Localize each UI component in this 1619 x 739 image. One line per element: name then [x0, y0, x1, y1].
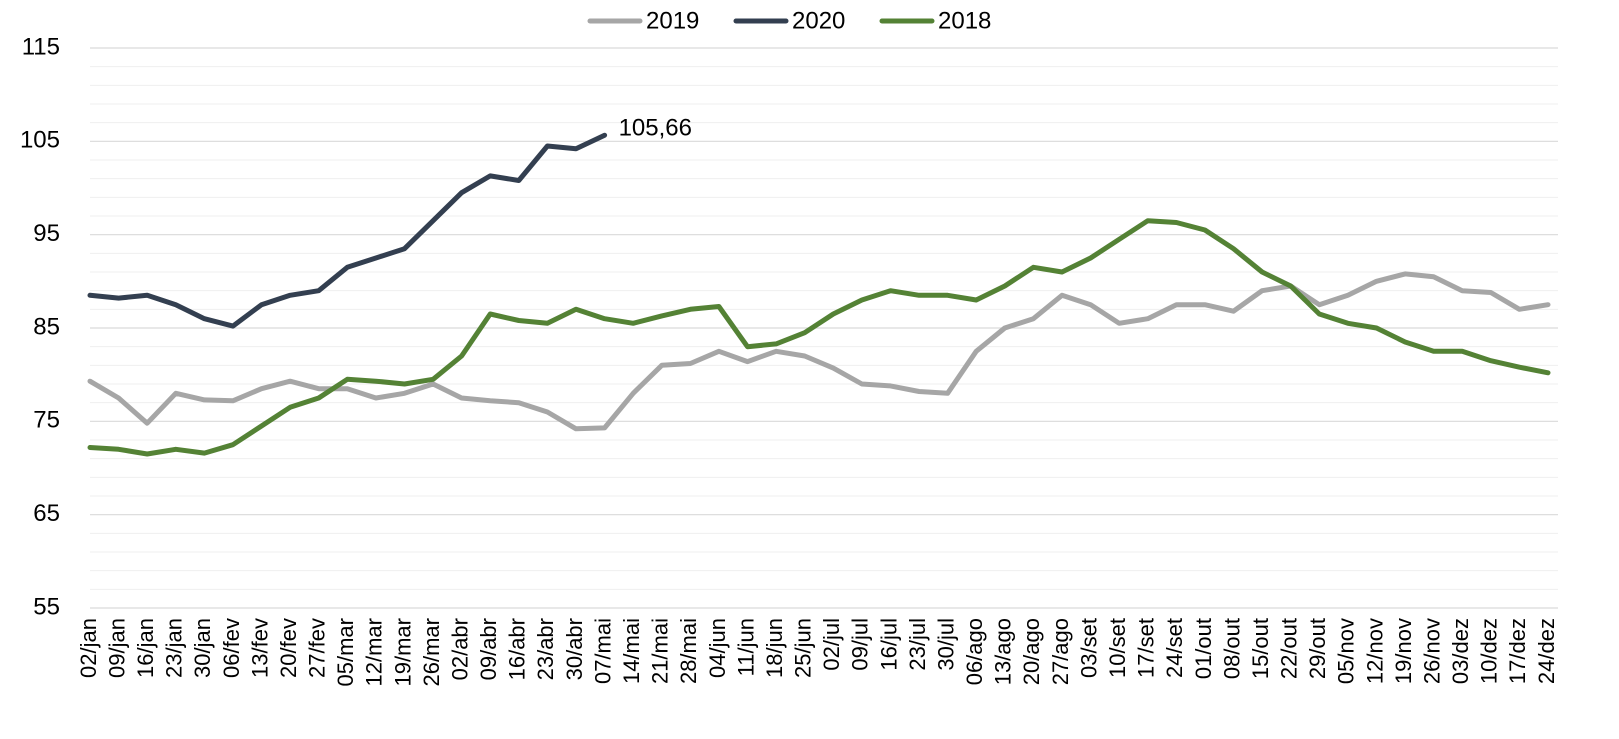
x-tick-label: 09/jan	[104, 618, 129, 678]
y-tick-label: 105	[20, 127, 60, 154]
x-tick-label: 23/jan	[162, 618, 187, 678]
x-tick-label: 25/jun	[791, 618, 816, 678]
x-tick-label: 05/nov	[1334, 618, 1359, 684]
x-tick-label: 14/mai	[619, 618, 644, 684]
x-tick-label: 16/abr	[505, 618, 530, 680]
x-tick-label: 23/jul	[905, 618, 930, 671]
x-tick-label: 11/jun	[733, 618, 758, 676]
series-line	[87, 271, 1551, 432]
x-tick-label: 27/ago	[1048, 618, 1073, 685]
x-tick-label: 30/jul	[933, 618, 958, 671]
y-tick-label: 75	[33, 407, 60, 434]
x-tick-label: 16/jul	[876, 618, 901, 671]
x-tick-label: 26/nov	[1419, 618, 1444, 684]
x-tick-label: 04/jun	[705, 618, 730, 678]
x-tick-label: 17/dez	[1505, 618, 1530, 684]
x-tick-label: 23/abr	[533, 618, 558, 680]
x-tick-label: 08/out	[1219, 618, 1244, 679]
x-tick-label: 28/mai	[676, 618, 701, 684]
legend-label: 2019	[646, 7, 699, 34]
y-tick-label: 85	[33, 313, 60, 340]
x-tick-label: 03/set	[1076, 618, 1101, 678]
x-tick-label: 12/mar	[362, 618, 387, 686]
x-tick-label: 30/abr	[562, 618, 587, 680]
x-tick-label: 13/fev	[247, 618, 272, 678]
x-tick-label: 18/jun	[762, 618, 787, 678]
legend-label: 2020	[792, 7, 845, 34]
x-tick-label: 24/set	[1162, 618, 1187, 678]
x-tick-label: 02/abr	[447, 618, 472, 680]
x-tick-label: 02/jan	[76, 618, 101, 678]
x-tick-label: 22/out	[1277, 618, 1302, 679]
x-tick-label: 20/ago	[1019, 618, 1044, 685]
x-tick-label: 12/nov	[1362, 618, 1387, 684]
y-tick-label: 55	[33, 593, 60, 620]
x-tick-label: 06/ago	[962, 618, 987, 685]
series-line	[87, 132, 608, 329]
x-tick-label: 09/abr	[476, 618, 501, 680]
x-tick-label: 10/set	[1105, 618, 1130, 678]
x-tick-label: 05/mar	[333, 618, 358, 686]
x-tick-label: 16/jan	[133, 618, 158, 678]
x-tick-label: 07/mai	[590, 618, 615, 684]
x-tick-label: 19/mar	[390, 618, 415, 686]
legend-label: 2018	[938, 7, 991, 34]
x-tick-label: 09/jul	[848, 618, 873, 671]
series-line	[87, 218, 1551, 457]
x-tick-label: 03/dez	[1448, 618, 1473, 684]
x-tick-label: 01/out	[1191, 618, 1216, 679]
x-tick-label: 21/mai	[648, 618, 673, 684]
x-tick-label: 24/dez	[1534, 618, 1559, 684]
x-tick-label: 19/nov	[1391, 618, 1416, 684]
x-tick-label: 30/jan	[190, 618, 215, 678]
x-tick-label: 13/ago	[991, 618, 1016, 685]
y-tick-label: 65	[33, 500, 60, 527]
x-tick-label: 10/dez	[1477, 618, 1502, 684]
x-tick-label: 29/out	[1305, 618, 1330, 679]
y-tick-label: 95	[33, 220, 60, 247]
x-tick-label: 17/set	[1134, 618, 1159, 678]
y-tick-label: 115	[22, 33, 60, 60]
x-tick-label: 06/fev	[219, 618, 244, 678]
x-tick-label: 27/fev	[305, 618, 330, 678]
x-tick-label: 20/fev	[276, 618, 301, 678]
x-tick-label: 02/jul	[819, 618, 844, 671]
x-tick-label: 26/mar	[419, 618, 444, 686]
data-label: 105,66	[619, 115, 692, 142]
x-tick-label: 15/out	[1248, 618, 1273, 679]
